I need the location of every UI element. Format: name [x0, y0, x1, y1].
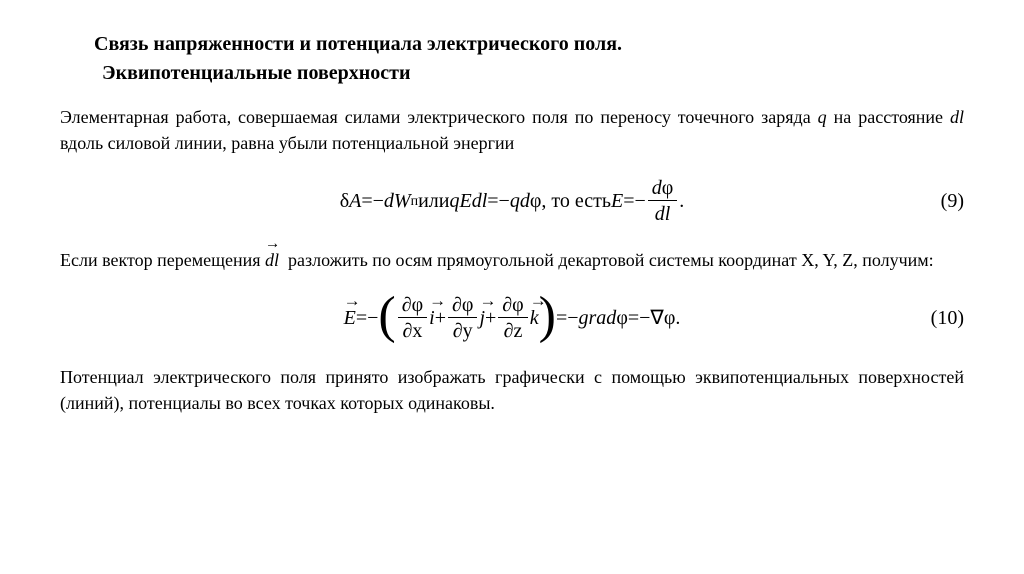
eq9-minus1: −	[373, 187, 384, 216]
eq10-dphi-z: ∂φ	[498, 293, 527, 318]
vec-arrow-icon: →	[429, 292, 435, 309]
eq10-i: i	[429, 307, 435, 329]
eq10-E-vec: →E	[344, 304, 356, 333]
eq9-delta: δ	[340, 187, 349, 216]
eq9-dW: dW	[384, 187, 411, 216]
eq10-phi1: φ	[616, 304, 628, 333]
paragraph-3: Потенциал электрического поля принято из…	[60, 364, 964, 416]
p3-text: Потенциал электрического поля принято из…	[60, 367, 964, 413]
title-line-1: Связь напряженности и потенциала электри…	[94, 33, 622, 55]
eq10-dot: .	[675, 304, 680, 333]
eq10-eq2: =	[556, 304, 567, 333]
eq10-minus3: −	[639, 304, 650, 333]
eq10-minus1: −	[367, 304, 378, 333]
eq9-thus: , то есть	[541, 187, 611, 216]
eq10-i-vec: →i	[429, 304, 435, 333]
vec-arrow-icon: →	[479, 292, 485, 309]
eq10-j: j	[479, 307, 485, 329]
eq9-qEdl: qEdl	[449, 187, 487, 216]
eq10-grad: grad	[579, 304, 617, 333]
eq9-frac: dφ dl	[648, 176, 678, 227]
paragraph-1: Элементарная работа, совершаемая силами …	[60, 104, 964, 156]
eq9-content: δA = −dWп или qEdl = −qdφ , то есть E = …	[60, 176, 964, 227]
eq9-or: или	[418, 187, 449, 216]
eq10-number: (10)	[931, 304, 964, 333]
vec-arrow-icon: →	[530, 292, 539, 309]
eq9-den: dl	[648, 201, 678, 227]
paragraph-2: Если вектор перемещения →dl разложить по…	[60, 247, 964, 273]
eq10-j-vec: →j	[479, 304, 485, 333]
equation-9: δA = −dWп или qEdl = −qdφ , то есть E = …	[60, 176, 964, 227]
eq9-minus3: −	[634, 187, 645, 216]
eq9-minus2: −	[499, 187, 510, 216]
vec-arrow-icon: →	[344, 292, 356, 309]
p2-text-a: Если вектор перемещения	[60, 250, 265, 270]
eq10-dz: ∂z	[498, 318, 527, 344]
eq10-dy: ∂y	[448, 318, 477, 344]
eq10-dx: ∂x	[398, 318, 427, 344]
p1-text-c: вдоль силовой линии, равна убыли потенци…	[60, 133, 514, 153]
eq9-dot: .	[679, 187, 684, 216]
eq10-content: →E = − ( ∂φ ∂x →i + ∂φ ∂y →j + ∂φ ∂z →k …	[60, 293, 964, 344]
eq9-number: (9)	[941, 187, 964, 216]
eq9-num-phi: φ	[662, 177, 674, 199]
eq10-frac-y: ∂φ ∂y	[448, 293, 477, 344]
eq9-E: E	[611, 187, 623, 216]
vec-arrow-icon: →	[265, 236, 279, 251]
eq10-frac-x: ∂φ ∂x	[398, 293, 427, 344]
eq10-k-vec: →k	[530, 304, 539, 333]
eq10-dphi-x: ∂φ	[398, 293, 427, 318]
eq9-A: A	[349, 187, 361, 216]
eq9-eq2: =	[487, 187, 498, 216]
eq10-eq3: =	[628, 304, 639, 333]
p1-text-b: на расстояние	[827, 107, 950, 127]
eq9-sub-p: п	[411, 192, 419, 212]
section-title: Связь напряженности и потенциала электри…	[60, 30, 964, 88]
eq10-k: k	[530, 307, 539, 329]
eq10-frac-z: ∂φ ∂z	[498, 293, 527, 344]
equation-10: →E = − ( ∂φ ∂x →i + ∂φ ∂y →j + ∂φ ∂z →k …	[60, 293, 964, 344]
p2-dl: dl	[265, 250, 279, 270]
p2-text-b: разложить по осям прямоугольной декартов…	[284, 250, 934, 270]
eq10-phi2: φ	[664, 304, 676, 333]
eq10-minus2: −	[567, 304, 578, 333]
eq9-qd: qd	[510, 187, 530, 216]
eq10-E: E	[344, 307, 356, 329]
p1-dl: dl	[950, 107, 964, 127]
eq9-eq1: =	[361, 187, 372, 216]
p1-text-a: Элементарная работа, совершаемая силами …	[60, 107, 818, 127]
p1-q: q	[818, 107, 827, 127]
eq10-dphi-y: ∂φ	[448, 293, 477, 318]
eq9-num-d: d	[652, 177, 662, 199]
eq10-nabla: ∇	[650, 304, 663, 333]
eq9-eq3: =	[623, 187, 634, 216]
eq9-phi1: φ	[530, 187, 542, 216]
p2-dl-vec: →dl	[265, 247, 279, 273]
title-line-2: Эквипотенциальные поверхности	[94, 62, 411, 84]
